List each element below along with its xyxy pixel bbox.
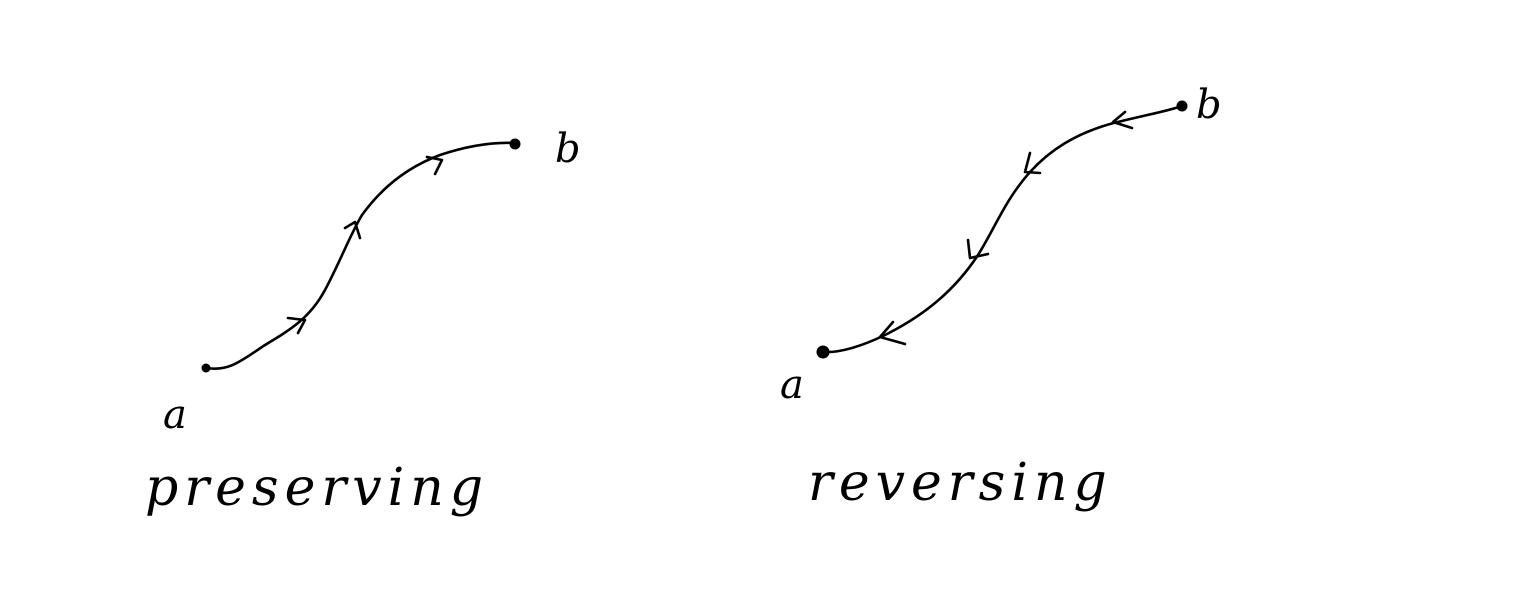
arrowhead-3 [425, 155, 444, 176]
point-b-label: b [555, 126, 584, 172]
point-a-label: a [163, 392, 190, 438]
point-b-label: b [1196, 82, 1225, 128]
path-curve-reversing [821, 104, 1184, 354]
arrowhead-4 [1111, 110, 1134, 130]
caption-reversing: reversing [808, 453, 1113, 513]
point-b-dot [509, 138, 521, 150]
arrowhead-6 [966, 238, 990, 260]
caption-preserving: preserving [145, 458, 489, 518]
panel-preserving: a b preserving [145, 126, 584, 518]
arrowhead-7 [878, 320, 907, 346]
arrowhead-5 [1023, 151, 1042, 175]
point-b-dot [1176, 100, 1188, 112]
point-a-label: a [780, 362, 807, 408]
point-a-dot [816, 345, 830, 359]
point-a-dot [201, 363, 211, 373]
path-curve-preserving [205, 141, 517, 370]
arrowhead-1 [286, 316, 307, 335]
arrowhead-2 [343, 220, 362, 240]
panel-reversing: a b reversing [780, 82, 1225, 513]
